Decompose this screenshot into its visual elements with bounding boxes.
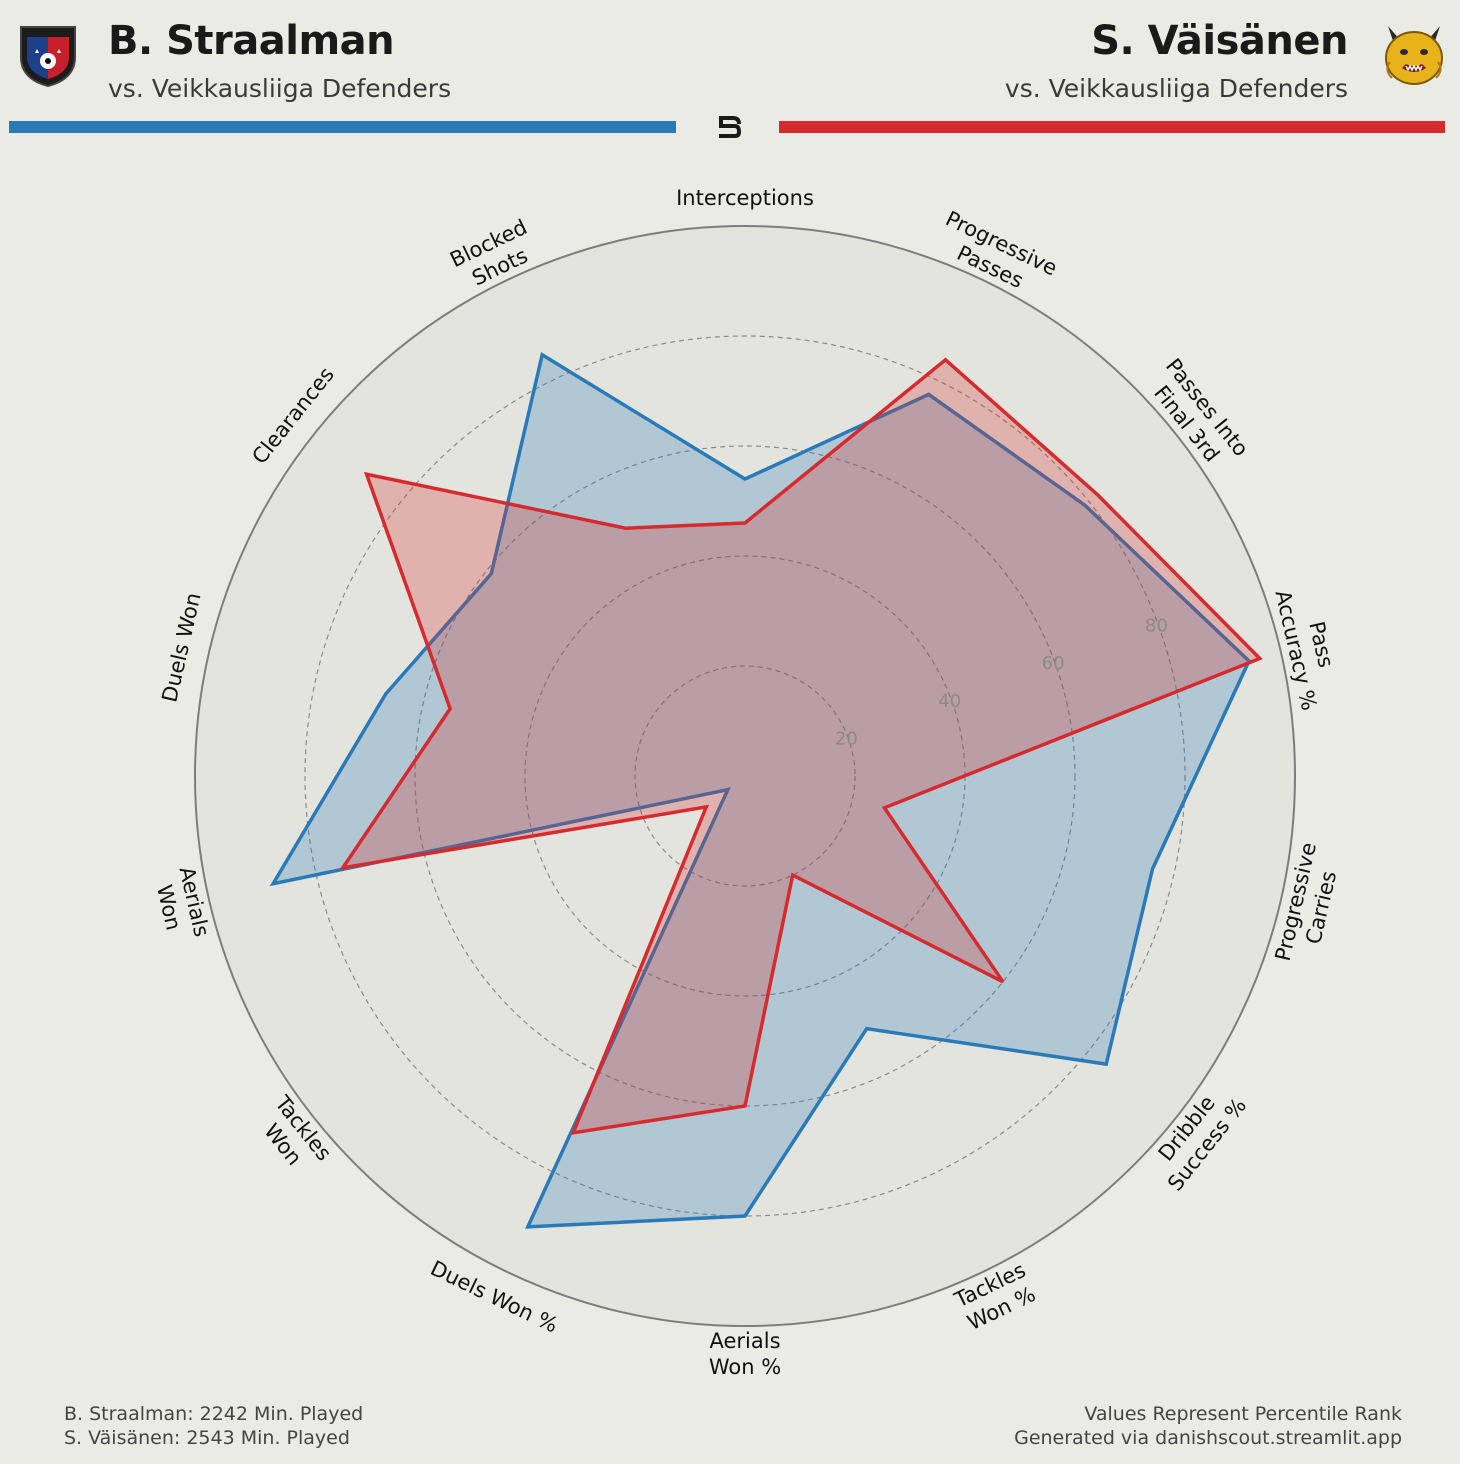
axis-label-line: Won %: [709, 1355, 781, 1379]
ilves-lynx-badge-icon: [1380, 22, 1448, 92]
axis-label-line: Duels Won: [157, 590, 205, 704]
axis-label: Duels Won: [157, 590, 205, 704]
radial-tick-label: 80: [1145, 616, 1168, 637]
radar-grid-ring: [634, 665, 856, 887]
radial-tick-label: 40: [938, 691, 961, 712]
left-comparison-subtitle: vs. Veikkausliiga Defenders: [108, 74, 452, 103]
axis-label: Interceptions: [676, 186, 814, 210]
radar-grid-ring: [304, 335, 1186, 1217]
danishscout-logo-icon: [713, 112, 745, 142]
source-note: Values Represent Percentile Rank Generat…: [1014, 1402, 1402, 1450]
left-player-color-bar: [9, 121, 676, 133]
radial-tick-labels: 20 40 60 80: [835, 616, 1168, 750]
radar-series-1: [339, 357, 1263, 1136]
right-player-name: S. Väisänen: [1091, 18, 1348, 64]
radar-series: [269, 352, 1263, 1229]
left-player-name: B. Straalman: [108, 18, 395, 64]
radial-tick-label: 20: [835, 728, 858, 749]
right-player-color-bar: [779, 121, 1445, 133]
generated-via-note: Generated via danishscout.streamlit.app: [1014, 1427, 1402, 1449]
left-player-minutes: B. Straalman: 2242 Min. Played: [64, 1403, 364, 1425]
minutes-played-note: B. Straalman: 2242 Min. Played S. Väisän…: [64, 1402, 363, 1450]
right-comparison-subtitle: vs. Veikkausliiga Defenders: [1004, 74, 1348, 103]
radar-series-0: [269, 352, 1252, 1229]
radial-tick-label: 60: [1042, 653, 1065, 674]
axis-label-line: Interceptions: [676, 186, 814, 210]
axis-label-line: Aerials: [709, 1329, 780, 1353]
right-player-minutes: S. Väisänen: 2543 Min. Played: [64, 1427, 350, 1449]
radar-grid-ring: [414, 445, 1076, 1107]
inter-turku-badge-icon: [17, 23, 79, 93]
percentile-note: Values Represent Percentile Rank: [1084, 1403, 1402, 1425]
